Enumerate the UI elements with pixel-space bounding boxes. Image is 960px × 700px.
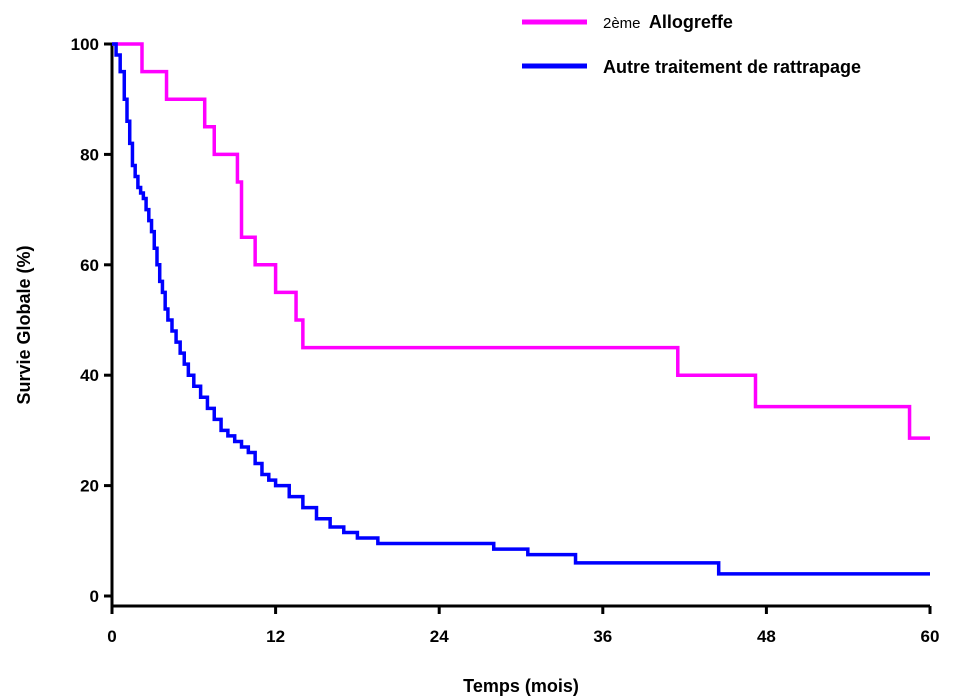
y-axis-title: Survie Globale (%) [14, 245, 34, 404]
y-tick-label: 60 [80, 256, 99, 275]
x-tick-label: 24 [430, 627, 449, 646]
x-tick-label: 12 [266, 627, 285, 646]
series-line-allogreffe [112, 42, 930, 440]
x-tick-label: 48 [757, 627, 776, 646]
series-line-autre-traitement [112, 42, 930, 576]
x-axis-ticks: 0 12 24 36 48 60 [107, 606, 939, 646]
y-tick-label: 80 [80, 145, 99, 164]
legend-label-allogreffe: 2ème Allogreffe [603, 12, 733, 32]
legend-label-allogreffe-prefix: 2ème [603, 15, 641, 32]
legend: 2ème Allogreffe Autre traitement de ratt… [522, 12, 861, 77]
x-tick-label: 60 [921, 627, 940, 646]
x-tick-label: 36 [593, 627, 612, 646]
legend-label-autre: Autre traitement de rattrapage [603, 57, 861, 77]
y-tick-label: 40 [80, 366, 99, 385]
legend-label-allogreffe-main: Allogreffe [649, 12, 733, 32]
y-axis-ticks: 0 20 40 60 80 100 [71, 35, 112, 606]
y-tick-label: 20 [80, 477, 99, 496]
x-tick-label: 0 [107, 627, 116, 646]
series-group [112, 42, 930, 576]
y-tick-label: 0 [90, 587, 99, 606]
x-axis-title: Temps (mois) [463, 676, 579, 696]
y-tick-label: 100 [71, 35, 99, 54]
